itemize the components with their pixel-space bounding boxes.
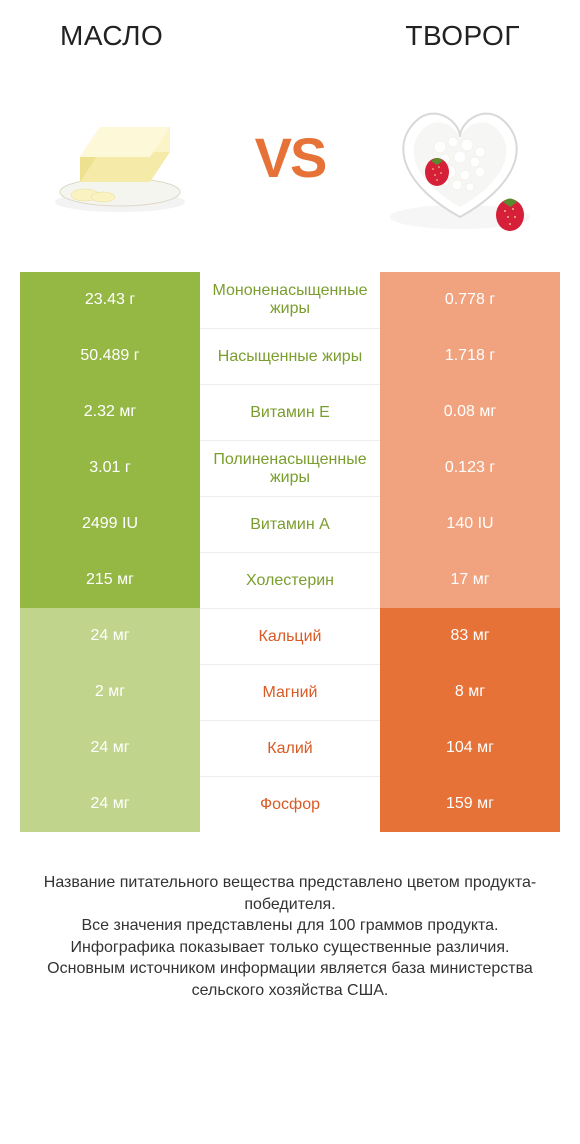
table-row: 2.32 мгВитамин E0.08 мг (20, 384, 560, 440)
nutrient-label-cell: Магний (200, 664, 380, 720)
table-row: 50.489 гНасыщенные жиры1.718 г (20, 328, 560, 384)
right-value-cell: 0.123 г (380, 440, 560, 496)
right-value-cell: 0.08 мг (380, 384, 560, 440)
right-value-cell: 1.718 г (380, 328, 560, 384)
right-value-cell: 140 IU (380, 496, 560, 552)
table-row: 3.01 гПолиненасыщенные жиры0.123 г (20, 440, 560, 496)
left-value-cell: 2 мг (20, 664, 200, 720)
images-row: VS (0, 52, 580, 272)
nutrient-label-cell: Калий (200, 720, 380, 776)
right-value-cell: 17 мг (380, 552, 560, 608)
left-value-cell: 3.01 г (20, 440, 200, 496)
nutrient-label-cell: Фосфор (200, 776, 380, 832)
nutrient-label-cell: Мононенасыщенные жиры (200, 272, 380, 328)
table-row: 23.43 гМононенасыщенные жиры0.778 г (20, 272, 560, 328)
comparison-table: 23.43 гМононенасыщенные жиры0.778 г50.48… (0, 272, 580, 832)
right-value-cell: 104 мг (380, 720, 560, 776)
left-value-cell: 50.489 г (20, 328, 200, 384)
right-value-cell: 0.778 г (380, 272, 560, 328)
left-value-cell: 2499 IU (20, 496, 200, 552)
butter-image (30, 72, 210, 242)
footer-line: Название питательного вещества представл… (30, 872, 550, 915)
left-value-cell: 215 мг (20, 552, 200, 608)
table-row: 24 мгКалий104 мг (20, 720, 560, 776)
table-row: 215 мгХолестерин17 мг (20, 552, 560, 608)
right-value-cell: 159 мг (380, 776, 560, 832)
nutrient-label-cell: Витамин E (200, 384, 380, 440)
right-value-cell: 8 мг (380, 664, 560, 720)
footer-line: Все значения представлены для 100 граммо… (30, 915, 550, 937)
footer-line: Инфографика показывает только существенн… (30, 937, 550, 959)
left-product-title: МАСЛО (60, 20, 163, 52)
vs-label: VS (255, 125, 326, 190)
table-row: 2 мгМагний8 мг (20, 664, 560, 720)
left-value-cell: 24 мг (20, 776, 200, 832)
left-value-cell: 24 мг (20, 608, 200, 664)
header: МАСЛО ТВОРОГ (0, 0, 580, 52)
footer-notes: Название питательного вещества представл… (0, 832, 580, 1002)
nutrient-label-cell: Витамин A (200, 496, 380, 552)
footer-line: Основным источником информации является … (30, 958, 550, 1001)
nutrient-label-cell: Насыщенные жиры (200, 328, 380, 384)
nutrient-label-cell: Кальций (200, 608, 380, 664)
table-row: 2499 IUВитамин A140 IU (20, 496, 560, 552)
right-product-title: ТВОРОГ (405, 20, 520, 52)
table-row: 24 мгКальций83 мг (20, 608, 560, 664)
left-value-cell: 2.32 мг (20, 384, 200, 440)
cottage-cheese-image (370, 72, 550, 242)
nutrient-label-cell: Полиненасыщенные жиры (200, 440, 380, 496)
left-value-cell: 24 мг (20, 720, 200, 776)
left-value-cell: 23.43 г (20, 272, 200, 328)
nutrient-label-cell: Холестерин (200, 552, 380, 608)
right-value-cell: 83 мг (380, 608, 560, 664)
table-row: 24 мгФосфор159 мг (20, 776, 560, 832)
